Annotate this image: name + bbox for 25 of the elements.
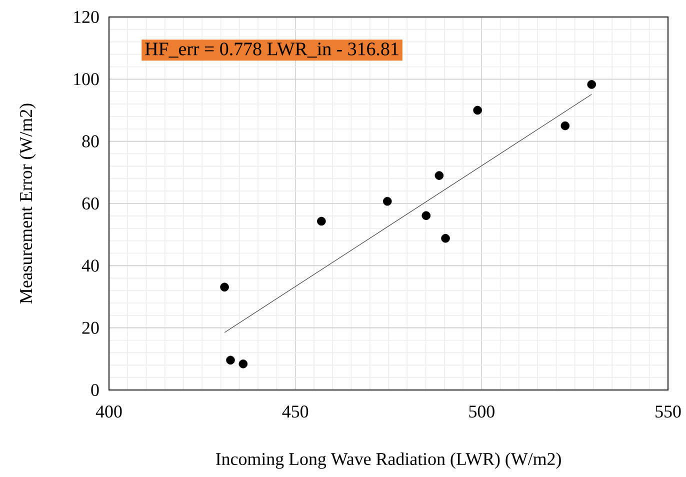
x-tick-label: 550 xyxy=(656,406,681,418)
y-tick-label: 120 xyxy=(74,10,99,24)
point xyxy=(587,80,596,89)
point xyxy=(382,196,392,206)
point xyxy=(473,106,482,115)
y-tick-label: 40 xyxy=(82,260,99,272)
point xyxy=(317,216,326,226)
point xyxy=(238,359,248,368)
annotation: HF_err = 0.778 LWR_in - 316.81 xyxy=(145,42,398,58)
point xyxy=(560,121,570,130)
x-tick-label: 500 xyxy=(469,406,494,418)
y-tick-label: 20 xyxy=(82,322,99,334)
point xyxy=(441,234,450,243)
x-tick-label: 450 xyxy=(282,406,308,418)
x-axis-title: Incoming Long Wave Radiation (LWR) (W/m2) xyxy=(216,452,561,469)
point xyxy=(422,211,431,220)
point xyxy=(226,356,235,365)
point xyxy=(220,282,229,292)
y-tick-label: 0 xyxy=(91,384,99,396)
y-tick-label: 80 xyxy=(82,135,99,148)
y-tick-label: 100 xyxy=(74,73,99,86)
y-axis-title: Measurement Error (W/m2) xyxy=(19,104,36,304)
x-tick-label: 400 xyxy=(96,406,122,418)
point xyxy=(434,171,444,180)
y-tick-label: 60 xyxy=(82,197,99,210)
